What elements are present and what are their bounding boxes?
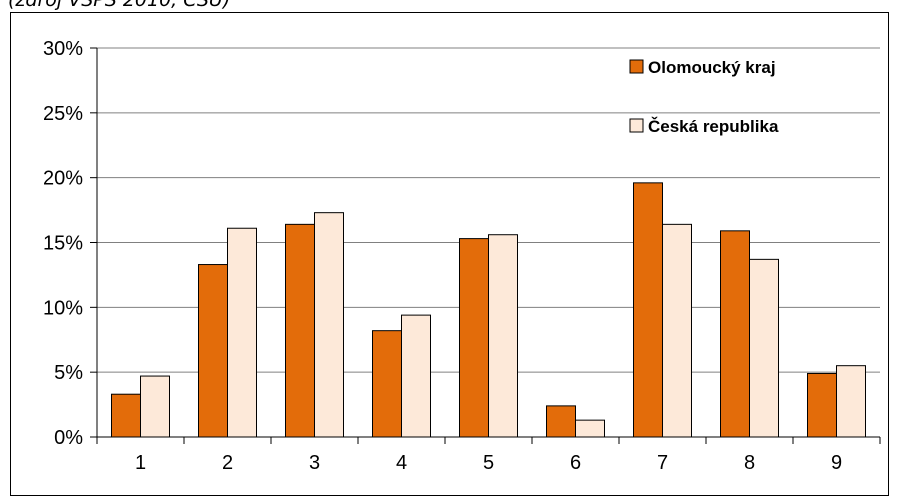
bar-ceska-republika-3 [314,212,344,438]
chart-caption: (zdroj VŠPS 2010, ČSÚ) [8,0,231,11]
y-tick-label: 10% [43,297,83,319]
bar-olomoucky-kraj-5 [459,238,489,438]
bar-ceska-republika-6 [575,419,605,438]
y-tick-label: 30% [43,38,83,60]
legend-label-ceska-republika: Česká republika [648,117,779,136]
legend-label-olomoucky-kraj: Olomoucký kraj [648,58,776,77]
bar-olomoucky-kraj-6 [546,405,576,438]
x-tick-labels: 1 2 3 4 5 6 7 8 9 [135,452,842,474]
y-tick-label: 5% [54,362,83,384]
legend-swatch-olomoucky-kraj [629,59,644,74]
x-tick-label: 2 [222,452,233,474]
y-tick-label: 15% [43,233,83,255]
x-tick-label: 3 [309,452,320,474]
bar-olomoucky-kraj-7 [633,182,663,438]
x-tick-label: 1 [135,452,146,474]
bar-ceska-republika-7 [662,223,692,438]
bar-ceska-republika-2 [227,227,257,438]
legend: Olomoucký kraj Česká republika [629,58,779,136]
y-tick-label: 20% [43,168,83,190]
x-tick-label: 9 [831,452,842,474]
bar-ceska-republika-9 [836,365,866,438]
x-tick-label: 6 [570,452,581,474]
x-tick-label: 4 [396,452,407,474]
y-tick-label: 0% [54,427,83,449]
bar-olomoucky-kraj-9 [807,372,837,438]
x-tick-label: 7 [657,452,668,474]
bar-ceska-republika-1 [140,375,170,438]
bars [111,182,866,438]
bar-olomoucky-kraj-2 [198,264,228,438]
y-tick-labels: 0% 5% 10% 15% 20% 25% 30% [43,38,83,449]
legend-swatch-ceska-republika [629,118,644,133]
bar-ceska-republika-8 [749,258,779,438]
x-tick-label: 8 [744,452,755,474]
x-tick-label: 5 [483,452,494,474]
bar-olomoucky-kraj-1 [111,393,141,438]
bar-ceska-republika-5 [488,234,518,438]
bar-olomoucky-kraj-3 [285,223,315,438]
y-tick-label: 25% [43,103,83,125]
axes [96,48,881,444]
bar-olomoucky-kraj-4 [372,330,402,438]
bar-ceska-republika-4 [401,314,431,438]
bar-olomoucky-kraj-8 [720,230,750,438]
